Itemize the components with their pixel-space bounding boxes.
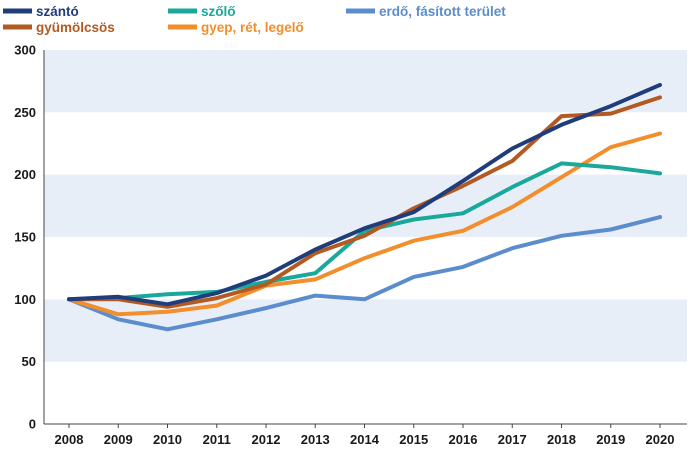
axes — [43, 50, 687, 425]
legend-label: gyep, rét, legelő — [201, 20, 304, 35]
x-tick-label: 2013 — [301, 432, 330, 447]
legend-label: gyümölcsös — [36, 20, 115, 35]
y-tick-label: 200 — [14, 167, 36, 182]
legend-item-3: gyümölcsös — [3, 20, 115, 35]
legend: szántó szőlő erdő, fásított terület gyümölc… — [3, 4, 506, 35]
series-lines — [67, 82, 662, 332]
legend-item-1: szőlő — [168, 4, 236, 19]
legend-label: szőlő — [201, 4, 236, 19]
x-axis-ticks: 2008 2009 2010 2011 2012 2013 2014 2015 2016 2017… — [55, 424, 675, 447]
x-tick-label: 2020 — [646, 432, 675, 447]
y-tick-label: 300 — [14, 43, 36, 58]
y-tick-label: 0 — [29, 417, 36, 432]
y-tick-label: 150 — [14, 230, 36, 245]
legend-item-2: erdő, fásított terület — [346, 4, 506, 19]
x-tick-label: 2017 — [498, 432, 527, 447]
x-tick-label: 2011 — [203, 432, 231, 447]
grid-band — [44, 299, 687, 362]
x-tick-label: 2018 — [547, 432, 576, 447]
x-tick-label: 2010 — [153, 432, 182, 447]
legend-item-0: szántó — [3, 4, 79, 19]
series-line-0 — [67, 82, 662, 307]
legend-label: szántó — [36, 4, 79, 19]
x-tick-label: 2008 — [55, 432, 84, 447]
legend-item-4: gyep, rét, legelő — [168, 20, 304, 35]
y-tick-label: 100 — [14, 292, 36, 307]
grid-band — [44, 50, 687, 113]
legend-label: erdő, fásított terület — [379, 4, 506, 19]
series-line-3 — [67, 95, 662, 309]
x-tick-label: 2016 — [449, 432, 478, 447]
series-line-1 — [67, 161, 662, 302]
x-tick-label: 2019 — [596, 432, 625, 447]
y-axis-ticks: 0 50 100 150 200 250 300 — [14, 43, 36, 432]
x-tick-label: 2014 — [350, 432, 380, 447]
y-tick-label: 250 — [14, 105, 36, 120]
series-line-2 — [67, 215, 662, 332]
y-tick-label: 50 — [22, 354, 36, 369]
series-line-4 — [67, 131, 662, 317]
background-bands — [44, 50, 687, 362]
x-tick-label: 2009 — [104, 432, 133, 447]
x-tick-label: 2012 — [252, 432, 281, 447]
x-tick-label: 2015 — [399, 432, 428, 447]
